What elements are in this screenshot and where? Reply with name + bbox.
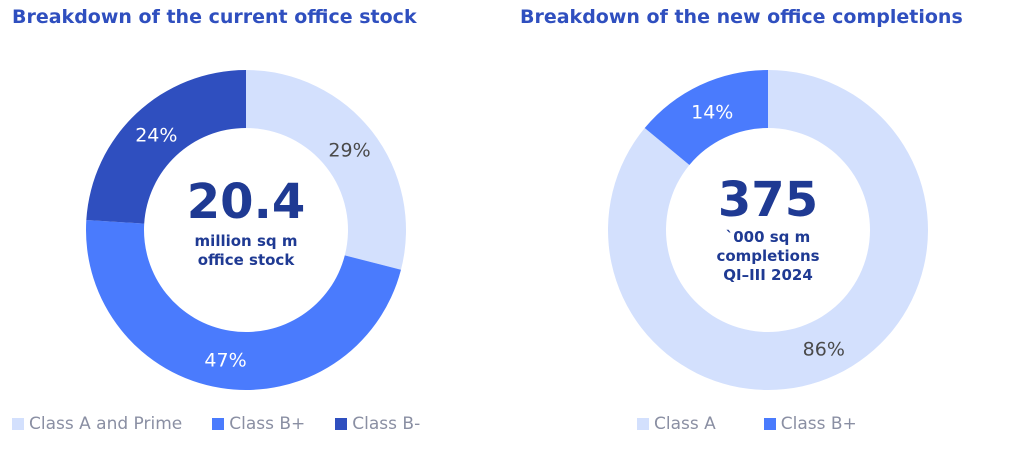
legend-swatch — [637, 418, 649, 430]
slice-percent-label: 24% — [135, 125, 177, 147]
slice-percent-label: 14% — [691, 101, 733, 123]
donut-slice-class-b- — [644, 70, 768, 165]
donut-slice-class-a-and-prime — [246, 70, 406, 270]
center-caption-line: QI–III 2024 — [723, 266, 813, 284]
legend-label: Class B+ — [229, 414, 306, 434]
legend-item: Class B+ — [212, 414, 305, 434]
donut-slice-class-a — [608, 70, 928, 391]
chart-title-office-stock: Breakdown of the current office stock — [12, 6, 417, 28]
center-value: 375 — [718, 172, 818, 228]
legend-office-stock: Class A and Prime Class B+ Class B- — [12, 414, 420, 434]
center-caption-line: million sq m — [195, 232, 298, 250]
legend-label: Class B+ — [780, 414, 857, 434]
donut-slice-class-b- — [86, 219, 401, 391]
center-caption-line: office stock — [198, 251, 296, 269]
legend-swatch — [212, 418, 225, 430]
legend-item: Class A and Prime — [12, 414, 182, 434]
legend-label: Class B- — [352, 414, 421, 434]
donut-slice-class-b- — [86, 70, 247, 224]
legend-label: Class A and Prime — [29, 414, 183, 434]
center-caption-line: `000 sq m — [726, 228, 811, 246]
slice-percent-label: 29% — [328, 140, 370, 162]
slice-percent-label: 47% — [204, 349, 246, 371]
legend-item: Class B+ — [763, 414, 857, 434]
center-value: 20.4 — [187, 174, 305, 230]
legend-swatch — [12, 418, 24, 430]
legend-label: Class A — [654, 414, 716, 434]
chart-title-new-completions: Breakdown of the new office completions — [520, 6, 963, 28]
legend-new-completions: Class A Class B+ — [637, 414, 857, 434]
legend-item: Class A — [637, 414, 716, 434]
legend-swatch — [763, 418, 776, 430]
center-caption-line: completions — [716, 247, 819, 265]
legend-item: Class B- — [335, 414, 420, 434]
slice-percent-label: 86% — [803, 339, 845, 361]
legend-swatch — [335, 418, 348, 430]
